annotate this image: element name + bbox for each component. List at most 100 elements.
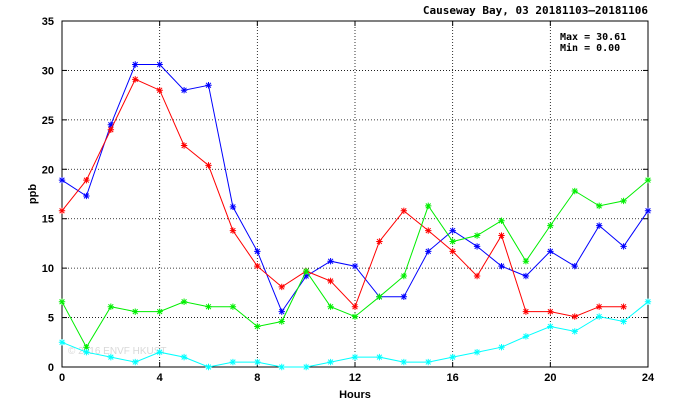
- data-point-marker: [205, 303, 212, 310]
- series-2: [58, 76, 627, 320]
- data-point-marker: [400, 293, 408, 301]
- data-point-marker: [571, 328, 578, 335]
- data-point-marker: [473, 348, 481, 356]
- data-point-marker: [473, 243, 481, 250]
- data-point-marker: [205, 162, 212, 169]
- data-point-marker: [620, 303, 627, 310]
- x-tick-label: 4: [157, 372, 164, 384]
- data-point-marker: [278, 283, 285, 291]
- data-point-marker: [156, 61, 163, 68]
- data-point-marker: [498, 262, 505, 270]
- data-point-marker: [547, 323, 554, 330]
- data-point-marker: [132, 308, 139, 315]
- chart-title: Causeway Bay, 03 20181103–20181106: [423, 4, 649, 17]
- data-point-marker: [229, 203, 237, 211]
- y-tick-label: 35: [42, 16, 54, 28]
- data-point-marker: [83, 192, 90, 200]
- data-point-marker: [180, 142, 188, 149]
- data-point-marker: [449, 227, 456, 234]
- max-value-label: Max = 30.61: [560, 32, 626, 43]
- data-point-marker: [327, 358, 334, 366]
- y-tick-label: 15: [42, 214, 54, 226]
- data-point-marker: [278, 308, 285, 315]
- data-point-marker: [522, 333, 530, 340]
- y-tick-label: 5: [48, 313, 54, 325]
- data-point-marker: [522, 308, 530, 315]
- data-point-marker: [107, 126, 115, 133]
- data-point-marker: [302, 363, 310, 371]
- data-point-marker: [498, 217, 505, 224]
- data-point-marker: [376, 293, 383, 301]
- data-point-marker: [83, 348, 90, 356]
- data-point-marker: [351, 303, 359, 310]
- data-point-marker: [254, 262, 261, 270]
- data-point-marker: [180, 298, 188, 305]
- y-tick-label: 20: [42, 164, 54, 176]
- data-point-marker: [205, 363, 212, 371]
- y-tick-label: 30: [42, 65, 54, 77]
- data-point-marker: [595, 313, 603, 320]
- y-axis-label: ppb: [27, 184, 39, 204]
- data-point-marker: [132, 61, 139, 68]
- data-point-marker: [156, 87, 163, 94]
- data-point-marker: [449, 248, 456, 255]
- data-point-marker: [156, 308, 163, 315]
- data-point-marker: [595, 202, 603, 210]
- data-point-marker: [400, 272, 408, 280]
- data-point-marker: [473, 272, 481, 280]
- data-point-marker: [132, 76, 139, 83]
- data-point-marker: [58, 207, 66, 215]
- data-point-marker: [58, 339, 66, 346]
- x-tick-label: 0: [59, 372, 65, 384]
- series-line: [61, 78, 624, 318]
- data-point-marker: [107, 353, 115, 361]
- x-tick-label: 24: [642, 372, 655, 384]
- data-point-marker: [327, 303, 334, 310]
- data-point-marker: [302, 272, 310, 280]
- data-point-marker: [498, 232, 505, 239]
- data-point-marker: [302, 267, 310, 275]
- x-tick-label: 8: [254, 372, 260, 384]
- min-value-label: Min = 0.00: [560, 42, 620, 54]
- data-point-marker: [376, 238, 383, 245]
- data-point-marker: [571, 187, 578, 195]
- data-point-marker: [425, 248, 432, 255]
- series-4: [58, 298, 652, 371]
- data-point-marker: [254, 323, 261, 330]
- data-point-marker: [449, 353, 456, 361]
- data-point-marker: [180, 353, 188, 361]
- y-tick-label: 0: [48, 362, 54, 374]
- data-point-marker: [327, 258, 334, 265]
- data-point-marker: [644, 207, 652, 215]
- data-point-marker: [400, 207, 408, 215]
- data-point-marker: [229, 227, 237, 234]
- data-point-marker: [229, 358, 237, 366]
- data-point-marker: [278, 318, 285, 325]
- data-point-marker: [620, 318, 627, 325]
- x-tick-label: 20: [544, 372, 556, 384]
- data-point-marker: [58, 176, 66, 184]
- data-point-marker: [473, 232, 481, 239]
- series-3: [58, 176, 652, 351]
- data-point-marker: [425, 358, 432, 366]
- data-point-marker: [522, 272, 530, 280]
- x-axis-label: Hours: [339, 389, 371, 401]
- data-point-marker: [327, 277, 334, 285]
- series-1: [58, 61, 652, 315]
- data-point-marker: [83, 176, 90, 184]
- data-point-marker: [351, 313, 359, 320]
- data-point-marker: [595, 303, 603, 310]
- data-point-marker: [107, 121, 115, 128]
- data-point-marker: [425, 202, 432, 210]
- data-point-marker: [547, 308, 554, 315]
- series-line: [61, 64, 649, 313]
- data-point-marker: [107, 303, 115, 310]
- data-point-marker: [547, 222, 554, 229]
- data-point-marker: [132, 358, 139, 366]
- data-point-marker: [351, 353, 359, 361]
- data-point-marker: [644, 176, 652, 184]
- data-point-marker: [351, 262, 359, 270]
- data-point-marker: [156, 348, 163, 356]
- data-point-marker: [498, 344, 505, 351]
